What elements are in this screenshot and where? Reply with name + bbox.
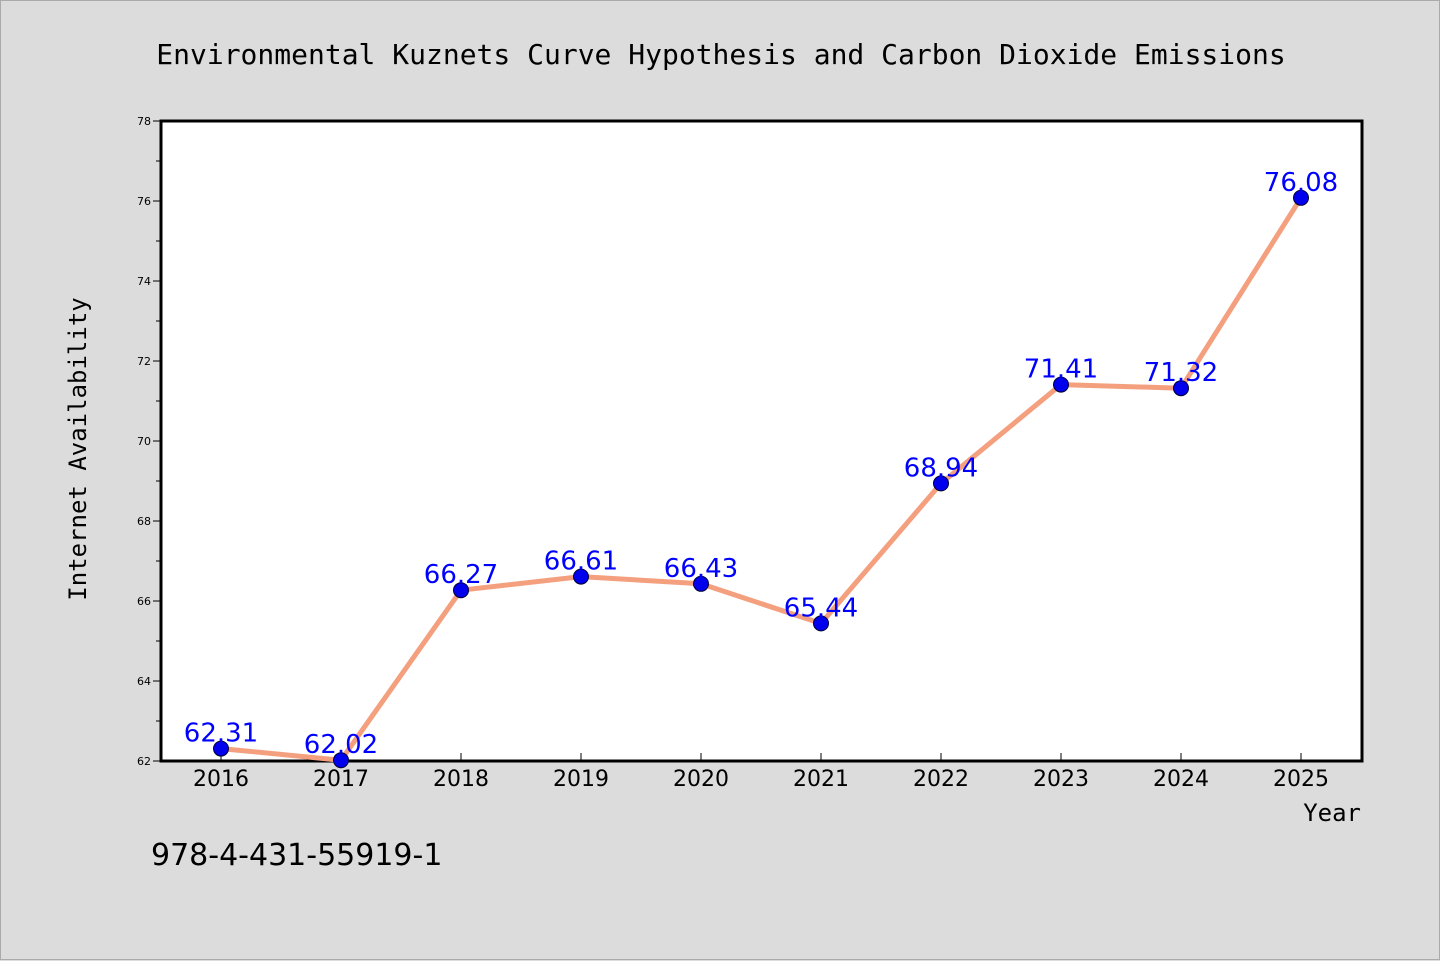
- data-label: 66.61: [544, 547, 618, 577]
- data-label: 62.31: [184, 719, 258, 749]
- y-tick-label: 76: [137, 195, 151, 208]
- data-label: 76.08: [1264, 168, 1338, 198]
- x-tick-label: 2018: [433, 767, 489, 792]
- x-tick-label: 2019: [553, 767, 609, 792]
- data-point: [453, 582, 469, 599]
- data-point: [813, 615, 829, 632]
- data-point: [933, 475, 949, 492]
- x-axis-label: Year: [1303, 799, 1361, 827]
- y-axis: 62 64 66 68 70 72 74 76 78: [137, 115, 161, 768]
- data-label: 71.41: [1024, 355, 1098, 385]
- x-tick-label: 2021: [793, 767, 849, 792]
- data-point: [333, 752, 349, 769]
- y-tick-label: 74: [137, 275, 151, 288]
- x-tick-label: 2023: [1033, 767, 1089, 792]
- data-point: [213, 740, 229, 757]
- series-path: [218, 195, 1304, 763]
- x-tick-label: 2020: [673, 767, 729, 792]
- y-tick-label: 78: [137, 115, 151, 128]
- data-label: 66.27: [424, 560, 498, 590]
- y-tick-label: 68: [137, 515, 151, 528]
- y-axis-label: Internet Availability: [64, 297, 92, 600]
- y-tick-label: 72: [137, 355, 151, 368]
- series-line: 62.31 62.02 66.27 66.61 66.43 65.44 68.94 71.41…: [184, 168, 1338, 769]
- x-tick-label: 2017: [313, 767, 369, 792]
- data-label: 66.43: [664, 554, 738, 584]
- data-point: [1173, 380, 1189, 397]
- data-label: 71.32: [1144, 358, 1218, 388]
- data-label: 68.94: [904, 453, 978, 483]
- plot-area: [159, 119, 1364, 763]
- x-tick-label: 2025: [1273, 767, 1329, 792]
- y-tick-label: 66: [137, 595, 151, 608]
- data-point: [573, 568, 589, 585]
- y-tick-label: 64: [137, 675, 151, 688]
- x-axis: 2016 2017 2018 2019 2020 2021 2022 2023 2024 2025: [193, 753, 1329, 792]
- y-tick-label: 62: [137, 755, 151, 768]
- x-tick-label: 2016: [193, 767, 249, 792]
- x-tick-label: 2022: [913, 767, 969, 792]
- x-tick-label: 2024: [1153, 767, 1209, 792]
- data-label: 65.44: [784, 593, 858, 623]
- y-tick-label: 70: [137, 435, 151, 448]
- data-point: [1293, 189, 1309, 206]
- chart-title: Environmental Kuznets Curve Hypothesis a…: [156, 38, 1285, 71]
- data-label: 62.02: [304, 730, 378, 760]
- data-point: [1053, 376, 1069, 393]
- data-point: [693, 575, 709, 592]
- footer-code: 978-4-431-55919-1: [151, 838, 442, 873]
